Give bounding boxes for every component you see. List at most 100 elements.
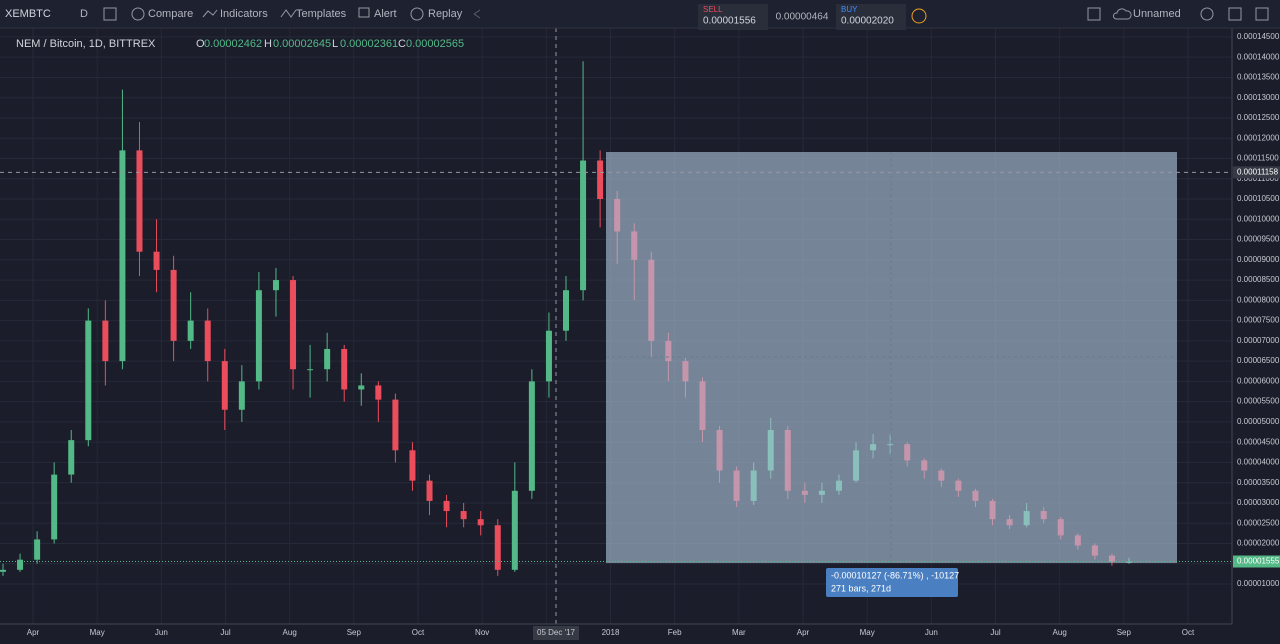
indicators-button[interactable]: Indicators xyxy=(220,8,268,20)
crosshair-date-box xyxy=(533,626,579,640)
candle-body xyxy=(119,150,126,362)
close-label: C xyxy=(398,38,406,50)
candle-body xyxy=(580,160,587,291)
info-icon[interactable] xyxy=(911,8,927,24)
candle-body xyxy=(272,280,279,291)
candle-body xyxy=(392,399,399,451)
x-tick-label: Apr xyxy=(27,628,40,637)
candle-body xyxy=(597,160,604,200)
measure-tooltip xyxy=(826,568,958,597)
fullscreen-icon[interactable] xyxy=(1228,7,1242,21)
candle-body xyxy=(511,490,518,570)
candle-body xyxy=(238,381,245,410)
candle-body xyxy=(68,440,75,475)
y-tick-label: 0.00009000 xyxy=(1237,255,1280,264)
y-tick-label: 0.00014500 xyxy=(1237,32,1280,41)
y-tick-label: 0.00003000 xyxy=(1237,498,1280,507)
x-tick-label: Jul xyxy=(990,628,1000,637)
time-axis-labels: Apr May Jun Jul Aug Sep Oct Nov 2018 Feb Mar Apr May… xyxy=(27,628,1195,637)
buy-label: BUY xyxy=(841,5,858,14)
x-tick-label: 2018 xyxy=(602,628,620,637)
y-tick-label: 0.00006500 xyxy=(1237,356,1280,365)
candle-body xyxy=(358,385,365,390)
y-tick-label: 0.00005500 xyxy=(1237,397,1280,406)
replay-button[interactable]: Replay xyxy=(428,8,463,20)
low-value: 0.00002361 xyxy=(340,38,398,50)
y-tick-label: 0.00011500 xyxy=(1237,154,1279,163)
x-tick-label: May xyxy=(90,628,105,637)
y-tick-label: 0.00010500 xyxy=(1237,194,1280,203)
candle-body xyxy=(0,569,6,572)
candle-body xyxy=(307,369,314,371)
x-tick-label: Jun xyxy=(925,628,938,637)
candle-body xyxy=(102,320,109,362)
undo-icon[interactable] xyxy=(473,9,481,19)
templates-icon xyxy=(280,9,297,18)
y-tick-label: 0.00005000 xyxy=(1237,417,1280,426)
y-tick-label: 0.00008000 xyxy=(1237,295,1280,304)
y-tick-label: 0.00009500 xyxy=(1237,235,1280,244)
x-tick-label: May xyxy=(860,628,875,637)
sell-box[interactable] xyxy=(698,4,768,30)
crosshair-price-box xyxy=(1233,166,1280,179)
alert-button[interactable]: Alert xyxy=(374,8,397,20)
templates-button[interactable]: Templates xyxy=(296,8,347,20)
buy-price: 0.00002020 xyxy=(841,16,894,27)
candle-body xyxy=(460,511,467,520)
candle-body xyxy=(204,320,211,362)
last-price-label: 0.00001555 xyxy=(1237,557,1280,566)
candle-body xyxy=(34,539,41,560)
y-tick-label: 0.00004500 xyxy=(1237,437,1280,446)
candle-body xyxy=(17,559,24,570)
spread: 0.00000464 xyxy=(776,12,829,23)
y-tick-label: 0.00014000 xyxy=(1237,52,1280,61)
measure-change: -0.00010127 (-86.71%) , -10127 xyxy=(831,570,959,580)
legend-title[interactable]: NEM / Bitcoin, 1D, BITTREX xyxy=(16,38,156,50)
x-tick-label: Jun xyxy=(155,628,168,637)
replay-icon xyxy=(410,7,424,21)
x-tick-label: Nov xyxy=(475,628,489,637)
candle-body xyxy=(477,519,484,526)
candle-body xyxy=(324,348,331,370)
time-axis[interactable] xyxy=(0,624,1232,644)
select-icon[interactable] xyxy=(1087,7,1101,21)
candle-body xyxy=(563,290,569,331)
y-tick-label: 0.00013000 xyxy=(1237,93,1280,102)
y-tick-label: 0.00003500 xyxy=(1237,478,1280,487)
indicators-icon xyxy=(202,9,218,18)
y-tick-label: 0.00007500 xyxy=(1237,316,1280,325)
candle-body xyxy=(187,320,194,341)
candle-body xyxy=(170,269,177,341)
y-tick-label: 0.00004000 xyxy=(1237,458,1280,467)
candle-body xyxy=(545,330,552,382)
open-value: 0.00002462 xyxy=(204,38,262,50)
settings-icon[interactable] xyxy=(1200,7,1214,21)
buy-box[interactable] xyxy=(836,4,906,30)
x-tick-label: Sep xyxy=(347,628,362,637)
y-tick-label: 0.00008500 xyxy=(1237,275,1280,284)
symbol[interactable]: XEMBTC xyxy=(5,8,51,20)
candle-body xyxy=(375,385,382,400)
last-price-box xyxy=(1233,555,1280,568)
chart-type-icon[interactable] xyxy=(103,7,117,21)
price-axis-labels: 0.000010000.000015000.000020000.00002500… xyxy=(1237,32,1280,588)
y-tick-label: 0.00013500 xyxy=(1237,73,1280,82)
x-tick-label: Oct xyxy=(1182,628,1195,637)
x-tick-label: Sep xyxy=(1117,628,1132,637)
y-tick-label: 0.00012000 xyxy=(1237,133,1280,142)
high-label: H xyxy=(264,38,272,50)
layout-name[interactable]: Unnamed xyxy=(1133,8,1181,20)
candle-body xyxy=(341,348,348,390)
x-tick-label: Aug xyxy=(283,628,297,637)
sell-label: SELL xyxy=(703,5,723,14)
interval[interactable]: D xyxy=(80,8,88,20)
x-tick-label: Mar xyxy=(732,628,746,637)
x-tick-label: Oct xyxy=(412,628,425,637)
compare-button[interactable]: Compare xyxy=(148,8,193,20)
snapshot-icon[interactable] xyxy=(1255,7,1269,21)
candle-body xyxy=(221,361,228,410)
price-axis[interactable] xyxy=(1232,28,1280,644)
candle-body xyxy=(409,450,416,481)
